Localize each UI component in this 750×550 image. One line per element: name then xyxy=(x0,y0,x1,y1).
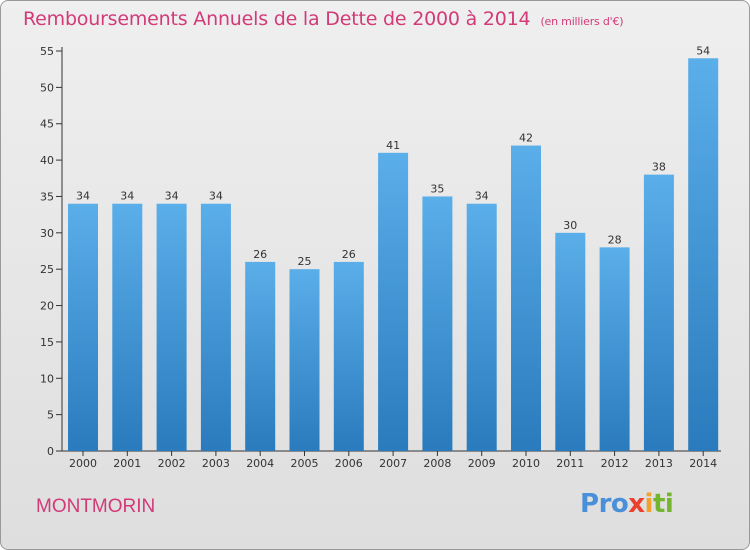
bar-value-label: 34 xyxy=(165,190,179,203)
bar-2010 xyxy=(511,145,541,451)
y-tick-label: 25 xyxy=(40,263,54,276)
x-tick-label: 2007 xyxy=(379,457,407,470)
x-tick-label: 2004 xyxy=(246,457,274,470)
x-tick-label: 2001 xyxy=(113,457,141,470)
y-tick-label: 15 xyxy=(40,336,54,349)
x-tick-label: 2010 xyxy=(512,457,540,470)
commune-name: MONTMORIN xyxy=(36,496,156,517)
chart-title-text: Remboursements Annuels de la Dette de 20… xyxy=(23,8,531,30)
y-tick-label: 45 xyxy=(40,118,54,131)
y-tick-label: 5 xyxy=(47,409,54,422)
logo-letter: r xyxy=(598,489,612,519)
x-tick-label: 2009 xyxy=(468,457,496,470)
bar-2001 xyxy=(112,203,143,451)
bar-2013 xyxy=(643,174,674,452)
bar-2003 xyxy=(200,203,231,451)
bar-2006 xyxy=(333,261,364,451)
bar-2009 xyxy=(466,203,497,451)
bar-value-label: 41 xyxy=(386,139,400,152)
bar-value-label: 34 xyxy=(209,190,223,203)
bar-value-label: 28 xyxy=(608,233,622,246)
chart-bars: 34 34 34 34 26 25 26 41 35 34 42 30 28 38 54 xyxy=(68,44,719,452)
chart-title: Remboursements Annuels de la Dette de 20… xyxy=(23,8,624,30)
y-tick-label: 10 xyxy=(40,372,54,385)
x-tick-label: 2014 xyxy=(689,457,717,470)
y-tick-label: 0 xyxy=(47,445,54,458)
logo-letter: i xyxy=(644,489,654,519)
bar-2011 xyxy=(555,232,586,451)
x-tick-label: 2013 xyxy=(645,457,673,470)
bar-value-label: 34 xyxy=(76,190,90,203)
bar-2005 xyxy=(289,269,320,451)
x-tick-label: 2011 xyxy=(556,457,584,470)
x-tick-label: 2005 xyxy=(291,457,319,470)
x-tick-label: 2000 xyxy=(69,457,97,470)
bar-2000 xyxy=(68,203,98,451)
bar-2008 xyxy=(422,196,453,451)
y-tick-label: 50 xyxy=(40,81,54,94)
y-tick-label: 20 xyxy=(40,300,54,313)
y-tick-label: 30 xyxy=(40,227,54,240)
y-tick-label: 55 xyxy=(40,45,54,58)
y-tick-label: 40 xyxy=(40,154,54,167)
bar-2004 xyxy=(245,261,276,451)
bar-2007 xyxy=(378,152,409,451)
bar-value-label: 30 xyxy=(563,219,577,232)
x-tick-label: 2002 xyxy=(158,457,186,470)
bar-value-label: 34 xyxy=(120,190,134,203)
bar-2012 xyxy=(599,247,630,451)
logo-letter: P xyxy=(580,489,599,519)
bar-value-label: 35 xyxy=(430,182,444,195)
bar-value-label: 38 xyxy=(652,161,666,174)
x-tick-label: 2012 xyxy=(601,457,629,470)
x-tick-label: 2006 xyxy=(335,457,363,470)
logo-letter: o xyxy=(610,489,629,519)
logo-letter: x xyxy=(628,489,645,519)
x-tick-label: 2008 xyxy=(423,457,451,470)
proxiti-logo: Proxiti xyxy=(580,489,674,519)
bar-value-label: 26 xyxy=(342,248,356,261)
bar-2014 xyxy=(688,58,719,451)
chart-unit: (en milliers d'€) xyxy=(540,15,624,28)
bar-value-label: 26 xyxy=(253,248,267,261)
logo-letter: ti xyxy=(652,489,674,519)
x-tick-label: 2003 xyxy=(202,457,230,470)
bar-value-label: 54 xyxy=(696,44,710,57)
bar-value-label: 25 xyxy=(298,255,312,268)
bar-value-label: 34 xyxy=(475,190,489,203)
bar-2002 xyxy=(156,203,187,451)
y-tick-label: 35 xyxy=(40,190,54,203)
bar-value-label: 42 xyxy=(519,132,533,145)
